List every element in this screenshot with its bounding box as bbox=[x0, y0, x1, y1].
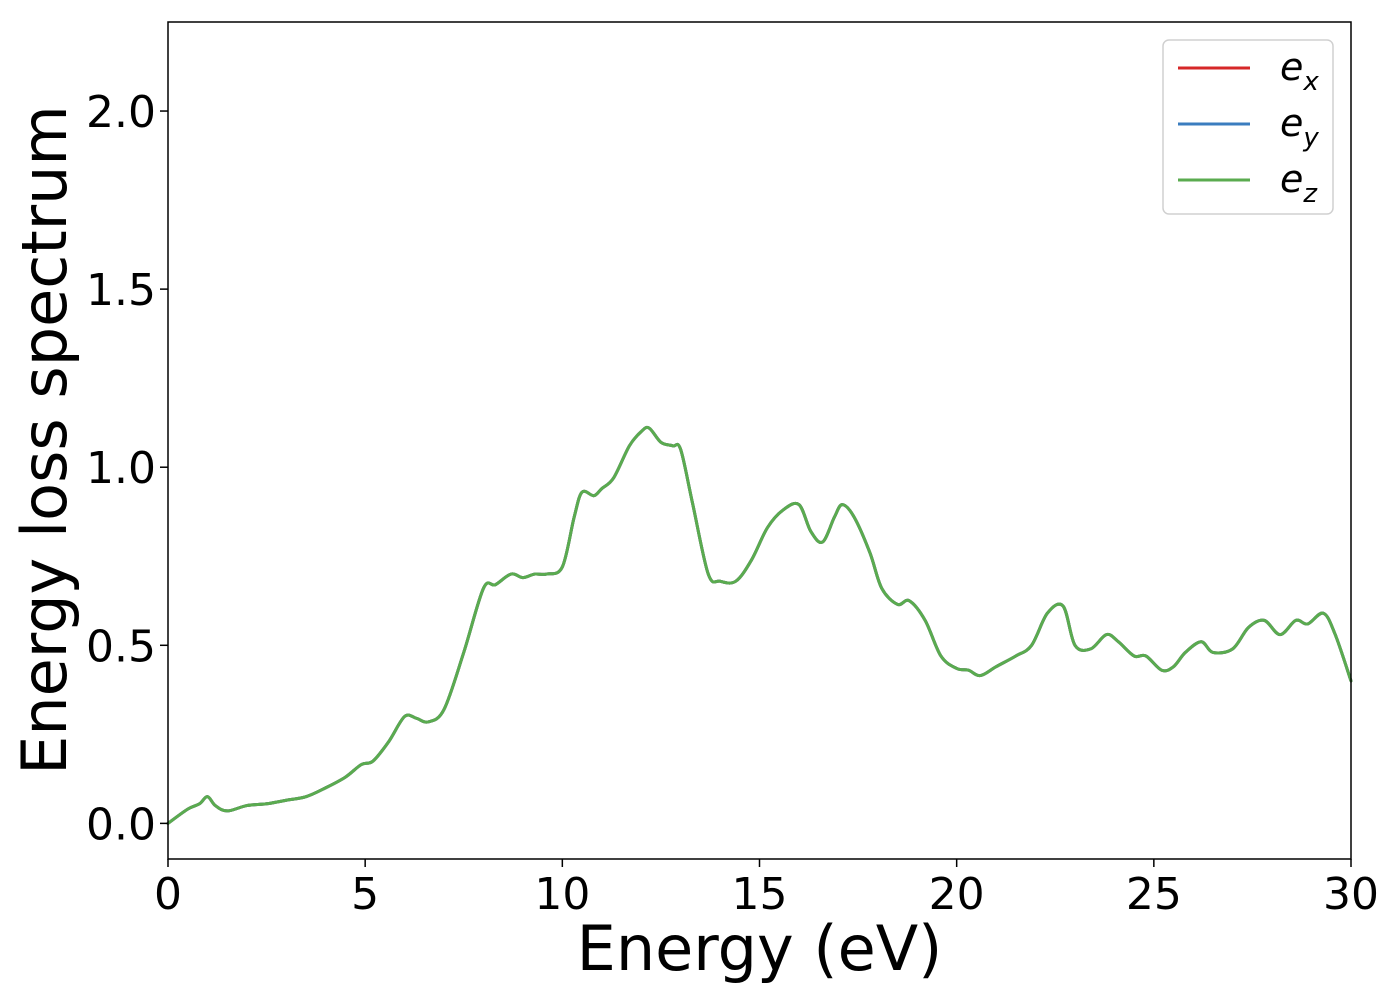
legend-subscript: y bbox=[1302, 123, 1319, 153]
series-line-e-z bbox=[166, 425, 1353, 825]
y-tick-label: 1.0 bbox=[86, 443, 156, 494]
x-axis-label: Energy (eV) bbox=[577, 912, 943, 985]
legend-subscript: x bbox=[1302, 67, 1319, 97]
y-tick-label: 1.5 bbox=[86, 265, 156, 316]
y-axis-ticks: 0.0 0.5 1.0 1.5 2.0 bbox=[86, 87, 168, 850]
y-axis-label: Energy loss spectrum bbox=[8, 105, 81, 775]
y-tick-label: 2.0 bbox=[86, 87, 156, 138]
legend-subscript: z bbox=[1302, 179, 1318, 209]
y-tick-label: 0.5 bbox=[86, 621, 156, 672]
y-tick-label: 0.0 bbox=[86, 799, 156, 850]
x-tick-label: 10 bbox=[534, 869, 590, 920]
x-tick-label: 30 bbox=[1323, 869, 1379, 920]
x-axis-ticks: 0 5 10 15 20 25 30 bbox=[154, 859, 1379, 920]
x-tick-label: 0 bbox=[154, 869, 182, 920]
legend-label-e-x: ex bbox=[1280, 45, 1319, 97]
series-layer bbox=[166, 425, 1353, 825]
x-tick-label: 20 bbox=[929, 869, 985, 920]
legend-box bbox=[1162, 39, 1334, 215]
x-tick-label: 15 bbox=[732, 869, 788, 920]
x-tick-label: 5 bbox=[351, 869, 379, 920]
x-tick-label: 25 bbox=[1126, 869, 1182, 920]
